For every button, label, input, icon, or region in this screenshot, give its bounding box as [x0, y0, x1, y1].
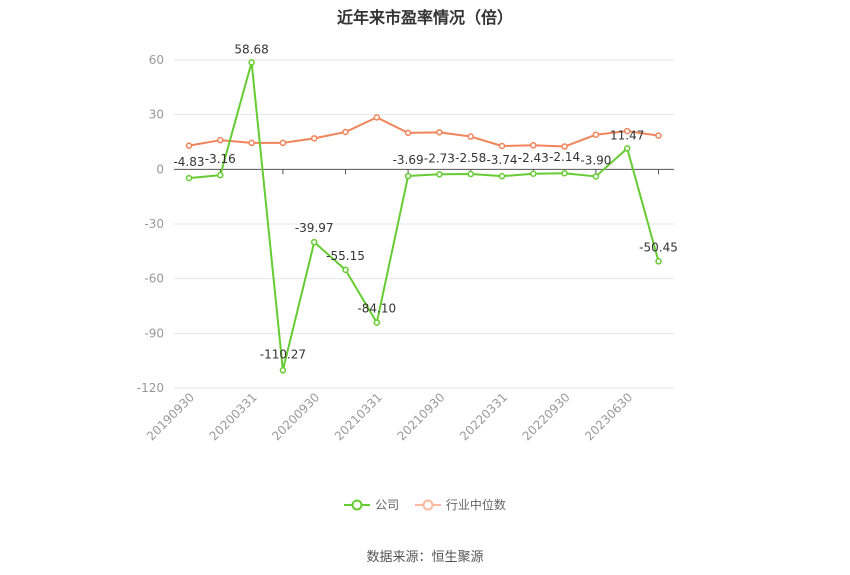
data-point-industry-median: [623, 127, 631, 135]
y-axis: 60 30 0 -30 -60 -90 -120: [137, 53, 164, 395]
data-label: -110.27: [260, 347, 306, 361]
data-label: -3.69: [393, 153, 424, 167]
data-point-company: [310, 238, 318, 246]
data-point-industry-median: [248, 139, 255, 147]
legend-line-circle-icon: [414, 499, 441, 510]
legend: 公司 行业中位数: [0, 496, 850, 515]
chart-title: 近年来市盈率情况（倍）: [336, 8, 513, 27]
data-point-industry-median: [373, 114, 381, 121]
data-label: -55.15: [326, 249, 365, 263]
data-point-industry-median: [404, 129, 412, 137]
data-labels: -4.83 -3.16 58.68 -110.27 -39.97 -55.15 -84.10…: [173, 42, 677, 361]
data-point-company: [185, 174, 193, 182]
legend-line-circle-icon: [344, 499, 371, 510]
data-point-industry-median: [530, 142, 537, 149]
grid-lines: [174, 59, 674, 389]
y-tick-label: 30: [149, 108, 164, 122]
x-tick-label: 20200930: [269, 390, 322, 443]
data-point-company: [342, 266, 349, 274]
data-point-industry-median: [185, 142, 193, 149]
data-label: -50.45: [639, 240, 678, 254]
legend-label-company: 公司: [375, 498, 400, 512]
data-label: -84.10: [357, 302, 396, 316]
data-point-company: [498, 172, 506, 180]
data-label: 58.68: [234, 42, 268, 56]
data-label: -39.97: [295, 221, 334, 235]
x-tick-label: 20200331: [207, 390, 260, 443]
data-point-industry-median: [592, 131, 600, 138]
data-point-company: [561, 169, 568, 177]
data-point-company: [248, 59, 255, 66]
data-point-company: [217, 171, 224, 179]
x-tick-label: 20230630: [582, 390, 635, 443]
data-label: -2.14: [549, 150, 580, 164]
x-tick-label: 20220930: [520, 390, 573, 443]
x-tick-label: 20210930: [394, 390, 447, 443]
y-tick-label: 60: [149, 53, 164, 67]
data-label: -2.43: [518, 151, 549, 165]
data-point-company: [467, 170, 474, 178]
series-layer: [185, 59, 662, 374]
legend-item-industry-median[interactable]: 行业中位数: [414, 496, 506, 513]
data-point-company: [530, 170, 537, 178]
data-point-industry-median: [217, 136, 224, 144]
data-point-company: [655, 258, 662, 265]
legend-item-company[interactable]: 公司: [344, 496, 399, 513]
y-tick-label: -90: [144, 326, 164, 340]
data-point-company: [623, 145, 631, 152]
data-label: -3.16: [205, 152, 236, 166]
series-line-company: [188, 61, 660, 372]
data-label: -3.74: [486, 153, 517, 167]
data-point-industry-median: [310, 135, 318, 142]
data-point-company: [279, 367, 287, 374]
data-point-industry-median: [561, 143, 568, 150]
source-note: 数据来源：恒生聚源: [366, 550, 484, 565]
y-tick-label: 0: [156, 162, 164, 176]
data-point-company: [436, 171, 443, 178]
data-point-company: [404, 172, 412, 180]
y-tick-label: -60: [144, 272, 164, 286]
data-label: -2.73: [424, 151, 455, 165]
legend-label-industry-median: 行业中位数: [445, 498, 506, 512]
y-tick-label: -30: [144, 217, 164, 231]
data-point-company: [373, 319, 381, 326]
data-point-industry-median: [655, 132, 662, 139]
series-line-industry-median: [188, 116, 659, 148]
y-tick-label: -120: [137, 381, 164, 395]
data-label: -4.83: [173, 155, 204, 169]
data-point-industry-median: [436, 129, 443, 136]
x-tick-label: 20190930: [144, 390, 197, 443]
data-point-industry-median: [342, 128, 349, 136]
data-label: 11.47: [610, 128, 644, 142]
data-point-industry-median: [498, 142, 506, 150]
data-point-industry-median: [279, 139, 287, 147]
data-label: -3.90: [580, 153, 611, 167]
data-point-industry-median: [467, 133, 474, 140]
x-tick-label: 20210331: [332, 390, 385, 443]
x-tick-label: 20220331: [457, 390, 510, 443]
data-label: -2.58: [455, 151, 486, 165]
data-point-company: [592, 173, 600, 180]
